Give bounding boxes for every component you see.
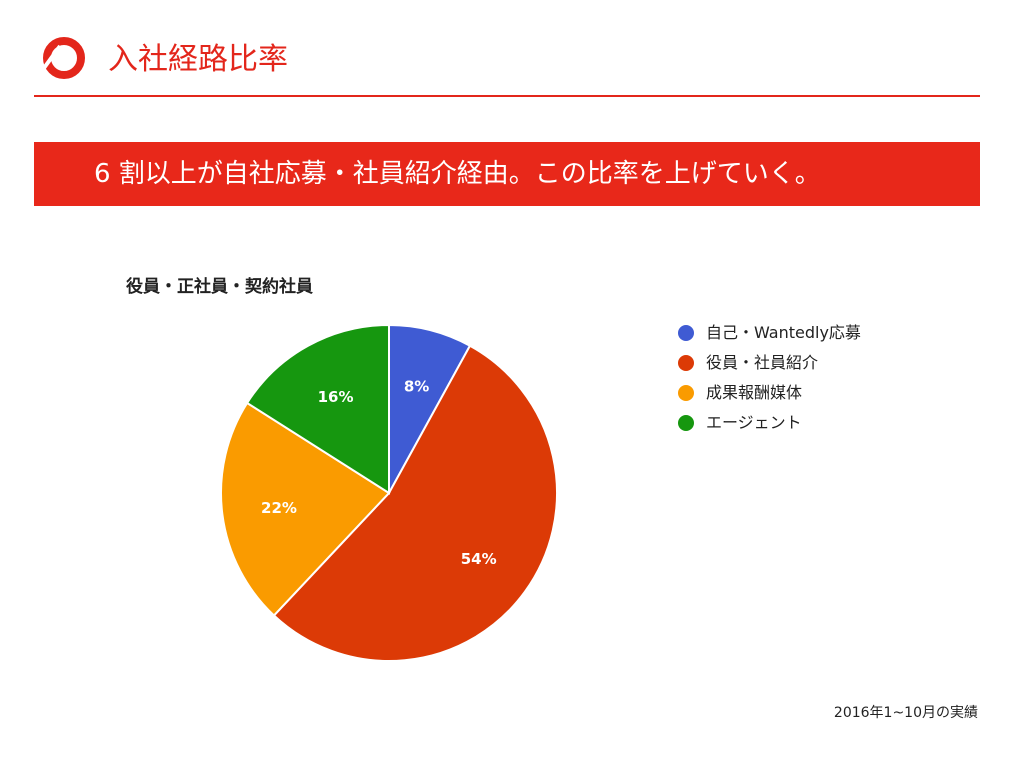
legend-swatch [678, 325, 694, 341]
message-banner: 6 割以上が自社応募・社員紹介経由。この比率を上げていく。 [34, 142, 980, 206]
footnote: 2016年1~10月の実績 [833, 705, 978, 721]
banner-text: 6 割以上が自社応募・社員紹介経由。この比率を上げていく。 [94, 159, 821, 189]
pie-slice-label: 22% [261, 499, 297, 517]
legend-item: 自己・Wantedly応募 [678, 318, 938, 348]
legend-label: 役員・社員紹介 [706, 353, 819, 372]
brand-logo [42, 37, 85, 79]
pie-slice [220, 401, 391, 617]
pie-slice-label: 16% [318, 388, 354, 406]
pie-slice-label: 54% [461, 550, 497, 568]
legend-swatch [678, 415, 694, 431]
pie-chart: 8% 54% 22% 16% 役員・正社員・契約社員 自己・Wantedly応募 役員… [100, 260, 980, 690]
slide-header: 入社経路比率 [0, 0, 1024, 100]
pie-slice [245, 323, 390, 495]
legend-item: 成果報酬媒体 [678, 378, 938, 408]
legend-label: 成果報酬媒体 [706, 383, 803, 402]
pie-chart-canvas: 8% 54% 22% 16% [220, 323, 558, 662]
page-title: 入社経路比率 [108, 42, 288, 77]
legend-swatch [678, 355, 694, 371]
chart-legend: 自己・Wantedly応募 役員・社員紹介 成果報酬媒体 エージェント [678, 318, 938, 438]
pie-slice [272, 344, 558, 662]
legend-swatch [678, 385, 694, 401]
legend-item: エージェント [678, 408, 938, 438]
pie-slice-label: 8% [404, 378, 429, 396]
legend-item: 役員・社員紹介 [678, 348, 938, 378]
chart-title: 役員・正社員・契約社員 [126, 277, 313, 297]
title-divider [34, 95, 980, 97]
legend-label: 自己・Wantedly応募 [706, 323, 861, 342]
legend-label: エージェント [706, 413, 802, 432]
